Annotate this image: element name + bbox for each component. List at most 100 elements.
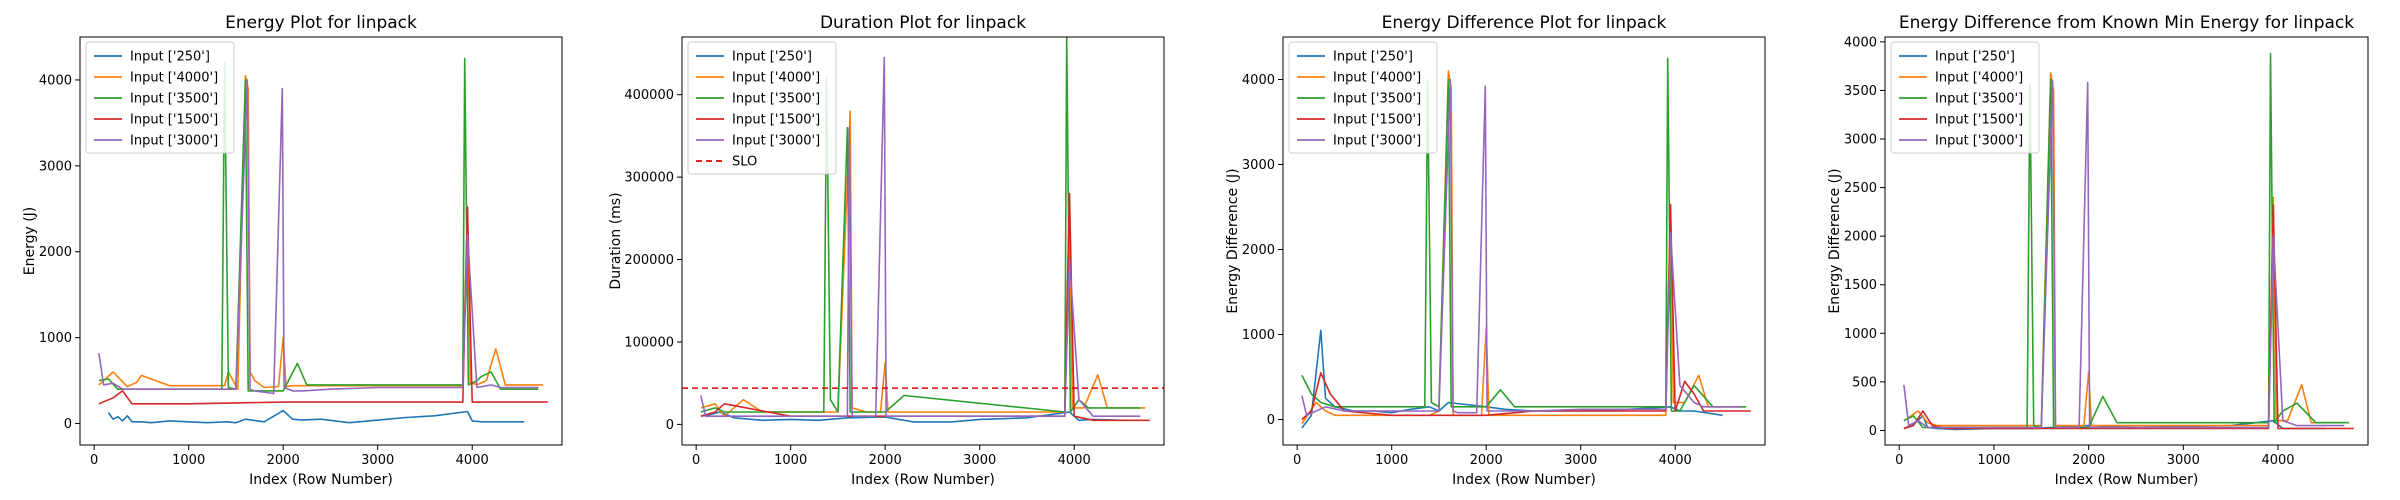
y-tick-label: 1000 — [1844, 327, 1877, 342]
legend-label: Input ['3000'] — [1333, 134, 1421, 149]
legend-label: Input ['1500'] — [732, 113, 820, 128]
legend-box — [687, 41, 837, 175]
x-tick-label: 1000 — [1375, 453, 1408, 468]
y-tick-label: 0 — [666, 418, 674, 433]
series-line-5 — [98, 79, 539, 395]
x-tick-label: 0 — [90, 453, 98, 468]
series-line-4 — [1903, 204, 2354, 430]
x-tick-label: 0 — [1895, 453, 1903, 468]
legend-label: Input ['3500'] — [732, 92, 820, 107]
legend-label: Input ['1500'] — [1935, 113, 2023, 128]
y-tick-label: 4000 — [1242, 73, 1275, 88]
y-axis-label: Duration (ms) — [608, 192, 624, 289]
chart-1: 0 1000 2000 3000 4000 0 1000 2000 3000 4000 Energy… — [22, 13, 563, 488]
y-tick-label: 0 — [1869, 424, 1877, 439]
x-tick-label: 3000 — [1564, 453, 1597, 468]
y-tick-label: 2500 — [1844, 181, 1877, 196]
y-axis-label: Energy Difference (J) — [1827, 168, 1843, 313]
y-tick-label: 200000 — [624, 253, 674, 268]
legend-label: Input ['4000'] — [1935, 71, 2023, 86]
y-tick-label: 500 — [1852, 375, 1877, 390]
legend-label: Input ['250'] — [732, 50, 812, 65]
y-tick-label: 1500 — [1844, 278, 1877, 293]
chart-title: Energy Difference Plot for linpack — [1382, 13, 1667, 33]
legend-label: Input ['4000'] — [732, 71, 820, 86]
legend: Input ['250'] Input ['4000'] Input ['3500'… — [687, 41, 837, 175]
x-tick-label: 4000 — [2261, 453, 2294, 468]
legend-label: Input ['250'] — [130, 50, 210, 65]
y-tick-label: 3000 — [1844, 133, 1877, 148]
y-tick-label: 2000 — [1242, 243, 1275, 258]
y-tick-label: 2000 — [1844, 230, 1877, 245]
y-tick-label: 300000 — [624, 171, 674, 186]
legend-label: Input ['250'] — [1935, 50, 2015, 65]
series-lines — [1301, 57, 1751, 429]
chart-3: 0 1000 2000 3000 4000 0 1000 2000 3000 4000 Energy… — [1225, 13, 1766, 488]
x-tick-label: 0 — [1293, 453, 1301, 468]
legend: Input ['250'] Input ['4000'] Input ['3500'… — [85, 41, 235, 154]
x-tick-label: 0 — [692, 453, 700, 468]
x-tick-label: 2000 — [1470, 453, 1503, 468]
y-tick-label: 1000 — [39, 331, 72, 346]
chart-title: Energy Plot for linpack — [225, 13, 417, 33]
x-tick-label: 2000 — [267, 453, 300, 468]
series-line-4 — [98, 206, 548, 405]
x-tick-label: 3000 — [963, 453, 996, 468]
axes-frame — [79, 36, 563, 446]
legend-box — [1890, 41, 2040, 154]
x-tick-label: 4000 — [456, 453, 489, 468]
x-tick-label: 4000 — [1659, 453, 1692, 468]
y-tick-label: 0 — [1267, 413, 1275, 428]
legend-label: Input ['1500'] — [130, 113, 218, 128]
x-axis-label: Index (Row Number) — [851, 472, 995, 488]
legend-label: Input ['250'] — [1333, 50, 1413, 65]
y-tick-label: 100000 — [624, 335, 674, 350]
legend-label: Input ['3500'] — [130, 92, 218, 107]
y-axis-label: Energy Difference (J) — [1225, 168, 1241, 313]
x-tick-label: 1000 — [774, 453, 807, 468]
series-line-5 — [700, 56, 1141, 418]
legend-label: Input ['3000'] — [130, 134, 218, 149]
y-axis-label: Energy (J) — [22, 207, 38, 276]
series-lines — [682, 37, 1164, 423]
y-tick-label: 1000 — [1242, 328, 1275, 343]
y-tick-label: 3500 — [1844, 84, 1877, 99]
chart-title: Energy Difference from Known Min Energy … — [1899, 13, 2354, 33]
x-axis-label: Index (Row Number) — [249, 472, 393, 488]
legend-box — [85, 41, 235, 154]
legend-label: Input ['3000'] — [1935, 134, 2023, 149]
legend: Input ['250'] Input ['4000'] Input ['3500'… — [1288, 41, 1438, 154]
chart-4: 0 1000 2000 3000 4000 0 500 1000 1500 2000 2500 300… — [1827, 13, 2369, 488]
axes-frame — [1282, 36, 1766, 446]
x-tick-label: 1000 — [172, 453, 205, 468]
x-tick-label: 3000 — [361, 453, 394, 468]
x-tick-label: 2000 — [869, 453, 902, 468]
legend-label: Input ['4000'] — [130, 71, 218, 86]
x-tick-label: 1000 — [1977, 453, 2010, 468]
chart-2: 0 1000 2000 3000 4000 0 100000 200000 300000 4000… — [608, 13, 1165, 488]
y-tick-label: 3000 — [39, 159, 72, 174]
legend-label: Input ['1500'] — [1333, 113, 1421, 128]
x-axis-label: Index (Row Number) — [1452, 472, 1596, 488]
series-line-1 — [107, 409, 525, 424]
axes-frame — [681, 36, 1165, 446]
legend-label: Input ['3000'] — [732, 134, 820, 149]
legend-box — [1288, 41, 1438, 154]
legend: Input ['250'] Input ['4000'] Input ['3500'… — [1890, 41, 2040, 154]
legend-label: Input ['4000'] — [1333, 71, 1421, 86]
legend-label: Input ['3500'] — [1333, 92, 1421, 107]
y-tick-label: 0 — [64, 417, 72, 432]
y-tick-label: 400000 — [624, 88, 674, 103]
series-line-5 — [1903, 79, 2345, 429]
legend-label: Input ['3500'] — [1935, 92, 2023, 107]
y-tick-label: 3000 — [1242, 158, 1275, 173]
legend-label: SLO — [732, 155, 757, 170]
axes-frame — [1884, 36, 2369, 446]
y-tick-label: 4000 — [39, 73, 72, 88]
x-axis-label: Index (Row Number) — [2055, 472, 2199, 488]
series-line-1 — [1903, 415, 2326, 431]
chart-title: Duration Plot for linpack — [820, 13, 1026, 33]
y-tick-label: 2000 — [39, 245, 72, 260]
series-line-5 — [1301, 78, 1742, 417]
